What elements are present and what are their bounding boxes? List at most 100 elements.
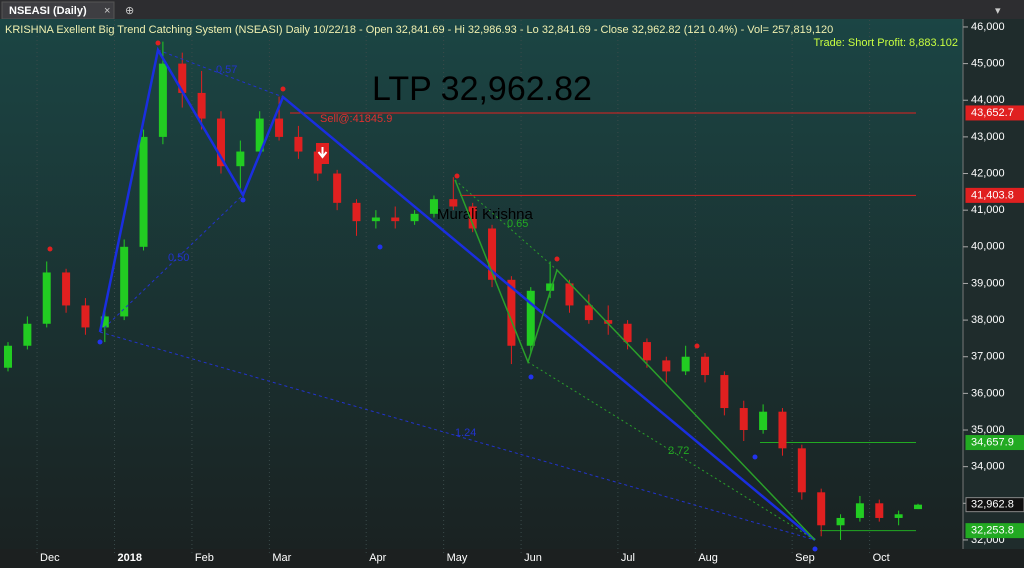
pivot-high xyxy=(280,86,286,92)
candle-body xyxy=(836,517,845,526)
x-tick-label: Apr xyxy=(369,552,386,564)
pivot-low xyxy=(752,454,758,460)
candle-body xyxy=(662,360,671,372)
y-tick-label: 40,000 xyxy=(971,241,1005,253)
y-tick-label: 45,000 xyxy=(971,58,1005,70)
candle-body xyxy=(42,272,51,324)
candle-body xyxy=(565,283,574,306)
level-box xyxy=(965,105,1024,121)
x-tick-label: Aug xyxy=(698,552,718,564)
x-tick-label: Feb xyxy=(195,552,214,564)
time-axis xyxy=(0,549,1024,568)
y-tick-label: 42,000 xyxy=(971,167,1005,179)
candle-body xyxy=(275,118,284,137)
tab-close[interactable]: × xyxy=(104,5,110,17)
candle-body xyxy=(429,199,438,214)
y-tick-label: 35,000 xyxy=(971,424,1005,436)
candle-body xyxy=(914,504,922,510)
candle-body xyxy=(817,492,826,526)
x-tick-label: Jun xyxy=(524,552,542,564)
pivot-low xyxy=(97,339,103,345)
pivot-low xyxy=(812,546,818,552)
tab-menu[interactable]: ▾ xyxy=(995,5,1001,17)
level-box xyxy=(965,497,1024,513)
header-info: KRISHNA Exellent Big Trend Catching Syst… xyxy=(5,24,833,36)
candle-body xyxy=(255,118,264,152)
pivot-high xyxy=(47,246,53,252)
green-zigzag xyxy=(454,179,816,541)
x-tick-label: Jul xyxy=(621,552,635,564)
candle-body xyxy=(759,411,768,431)
green-dotted xyxy=(527,361,816,541)
y-tick-label: 41,000 xyxy=(971,204,1005,216)
y-tick-label: 34,000 xyxy=(971,461,1005,473)
candle-body xyxy=(546,283,555,291)
ratio-label: 0.65 xyxy=(507,218,528,230)
chart-layer: 32,00033,00034,00035,00036,00037,00038,0… xyxy=(4,20,1024,564)
pivot-high xyxy=(554,256,560,262)
candle-body xyxy=(236,151,245,167)
pivot-high xyxy=(694,343,700,349)
x-tick-label: Dec xyxy=(40,552,60,564)
candle-body xyxy=(158,63,167,137)
watermark: Murali Krishna xyxy=(437,206,534,223)
pivot-low xyxy=(377,244,383,250)
candle-body xyxy=(468,206,477,229)
candle-body xyxy=(623,323,632,343)
candle-body xyxy=(642,342,651,361)
candle-body xyxy=(100,316,109,328)
x-tick-label: May xyxy=(447,552,468,564)
sell-label: Sell@:41845.9 xyxy=(320,113,392,125)
level-label: 43,652.7 xyxy=(971,107,1014,119)
candle-body xyxy=(23,323,32,346)
candle-body xyxy=(294,136,303,152)
candle-body xyxy=(139,136,148,247)
ratio-label: 1.24 xyxy=(455,427,476,439)
candle-body xyxy=(216,118,225,167)
level-label: 32,962.8 xyxy=(971,499,1014,511)
y-tick-label: 38,000 xyxy=(971,314,1005,326)
candle-body xyxy=(797,448,806,493)
tab-title[interactable]: NSEASI (Daily) xyxy=(9,5,87,17)
level-label: 34,657.9 xyxy=(971,436,1014,448)
candle-body xyxy=(371,217,380,222)
y-tick-label: 37,000 xyxy=(971,351,1005,363)
candle-body xyxy=(894,514,903,518)
y-tick-label: 36,000 xyxy=(971,387,1005,399)
pivot-high xyxy=(454,173,460,179)
candle-body xyxy=(391,217,400,222)
pivot-low xyxy=(240,197,246,203)
level-label: 41,403.8 xyxy=(971,189,1014,201)
ratio-label: 2.72 xyxy=(668,445,689,457)
candle-body xyxy=(739,408,748,431)
level-box xyxy=(965,187,1024,203)
ratio-label: 0.57 xyxy=(216,64,237,76)
pivot-high xyxy=(155,40,161,46)
candle-body xyxy=(681,356,690,372)
candle-body xyxy=(526,290,535,346)
level-box xyxy=(965,523,1024,539)
sell-arrow xyxy=(317,147,328,159)
pattern-lines xyxy=(47,40,818,552)
candle-body xyxy=(178,63,187,93)
candle-body xyxy=(701,356,710,376)
x-tick-label: 2018 xyxy=(117,552,141,564)
candle-body xyxy=(120,246,129,317)
y-tick-label: 39,000 xyxy=(971,277,1005,289)
candle-body xyxy=(81,305,90,328)
level-label: 32,253.8 xyxy=(971,525,1014,537)
blue-dashed xyxy=(157,49,284,98)
y-tick-label: 46,000 xyxy=(971,21,1005,33)
pivot-low xyxy=(528,374,534,380)
candle-body xyxy=(333,173,342,203)
ltp: LTP 32,962.82 xyxy=(372,70,592,108)
tab-add[interactable]: ⊕ xyxy=(125,5,134,17)
ratio-label: 0.50 xyxy=(168,252,189,264)
x-tick-label: Sep xyxy=(795,552,815,564)
tab-bar xyxy=(0,0,1024,19)
level-box xyxy=(965,435,1024,451)
candle-body xyxy=(507,279,516,346)
x-tick-label: Mar xyxy=(272,552,291,564)
